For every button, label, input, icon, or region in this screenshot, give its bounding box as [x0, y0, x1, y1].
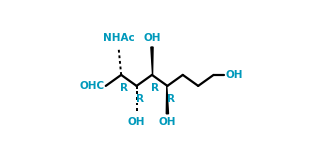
- Text: OH: OH: [143, 33, 161, 43]
- Text: OHC: OHC: [80, 81, 105, 91]
- Polygon shape: [151, 47, 153, 75]
- Text: OH: OH: [159, 117, 176, 127]
- Text: R: R: [136, 94, 144, 104]
- Text: R: R: [120, 83, 128, 93]
- Text: R: R: [151, 83, 159, 93]
- Text: R: R: [167, 94, 175, 104]
- Polygon shape: [166, 86, 169, 114]
- Text: OH: OH: [128, 117, 145, 127]
- Text: OH: OH: [225, 70, 243, 80]
- Text: NHAc: NHAc: [103, 33, 135, 43]
